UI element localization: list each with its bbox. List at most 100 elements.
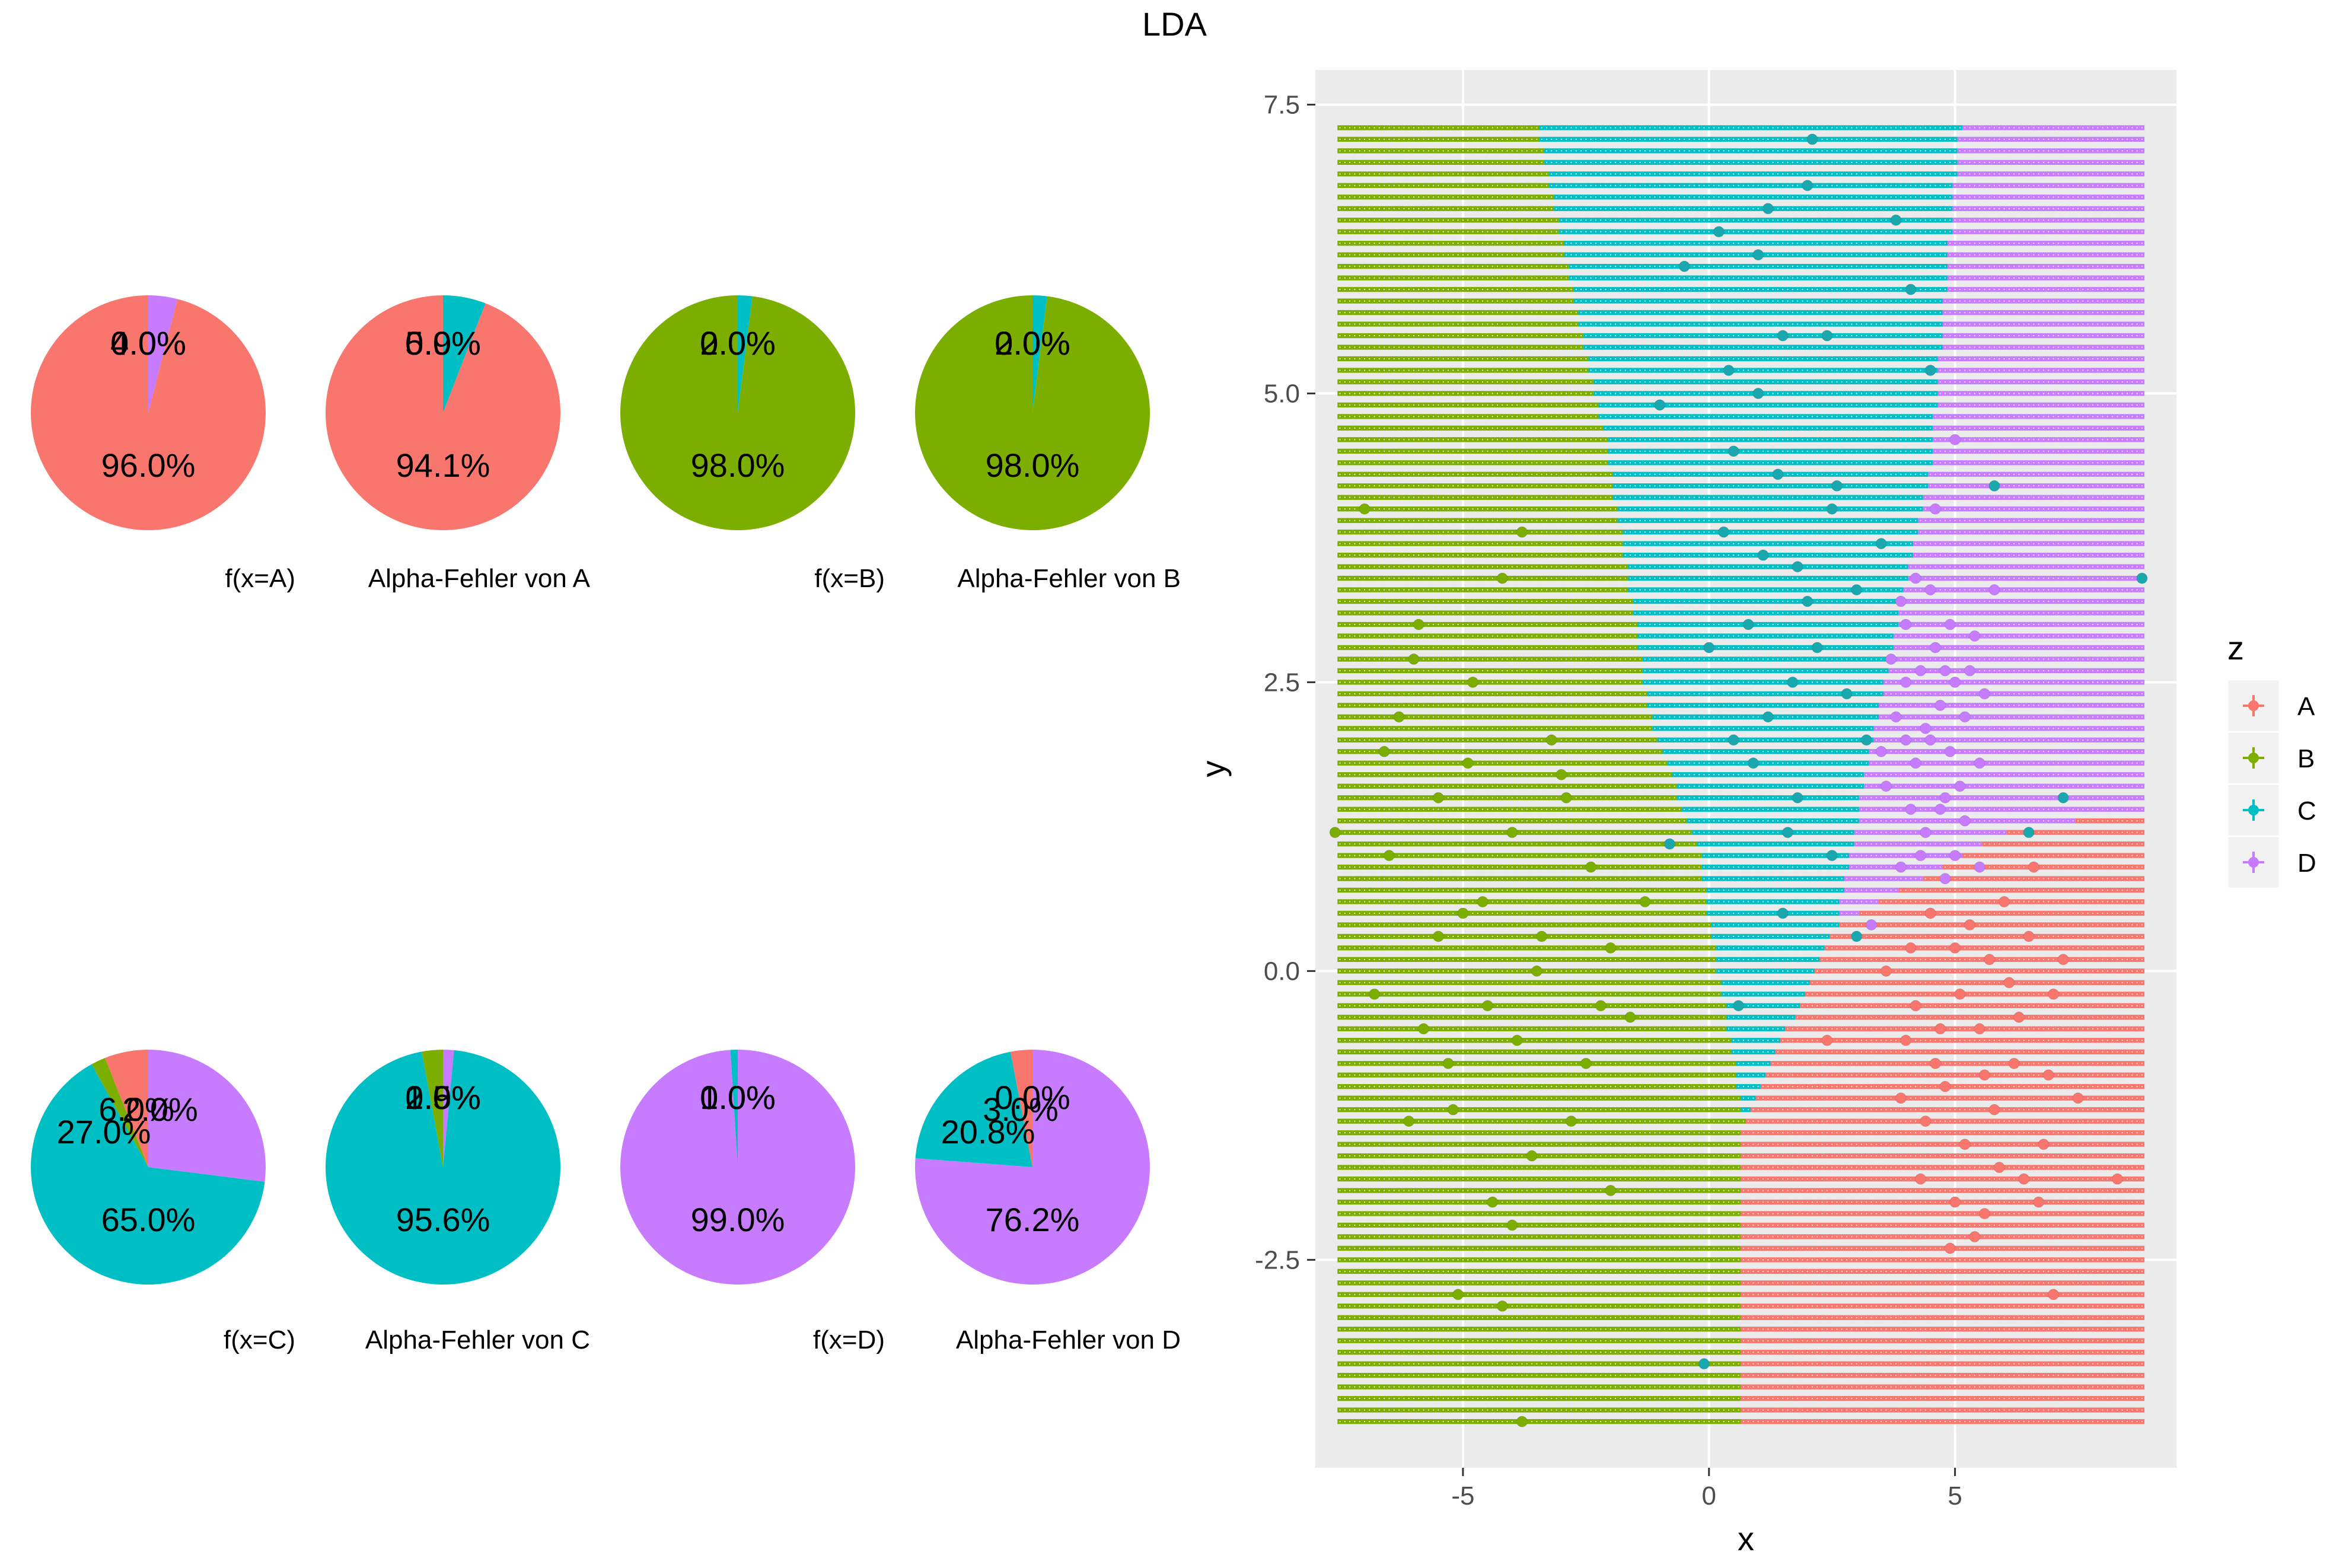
legend-key <box>2226 835 2281 890</box>
data-point-D <box>1944 745 1956 757</box>
data-point-C <box>1802 180 1813 192</box>
pie-chart: 3.0%0.0%20.8%76.2%Alpha-Fehler von D <box>915 1050 1181 1355</box>
data-point-D <box>1900 619 1912 630</box>
data-point-C <box>1777 907 1789 919</box>
data-point-A <box>2048 988 2060 1000</box>
y-tick-label: 0.0 <box>1264 957 1300 986</box>
data-point-C <box>2023 827 2035 839</box>
data-point-C <box>1752 387 1764 399</box>
legend-point-D <box>2248 857 2259 868</box>
data-point-A <box>1905 942 1917 954</box>
data-point-B <box>1359 503 1370 515</box>
data-point-D <box>1934 699 1946 711</box>
pie-chart: 0.0%2.9%95.6%1.5%Alpha-Fehler von C <box>325 1050 590 1355</box>
data-point-D <box>1969 630 1981 642</box>
data-point-D <box>1900 676 1912 688</box>
pie-chart: 0.0%98.0%2.0%0.0%Alpha-Fehler von B <box>915 295 1181 593</box>
data-point-B <box>1565 1116 1577 1127</box>
data-point-A <box>1974 1023 1985 1035</box>
data-point-A <box>2111 1173 2123 1185</box>
y-tick-label: 5.0 <box>1264 379 1300 408</box>
pie-caption: f(x=B) <box>814 564 885 593</box>
pie-caption: f(x=D) <box>813 1325 885 1355</box>
data-point-C <box>1831 480 1843 492</box>
data-point-A <box>2033 1196 2045 1208</box>
data-point-A <box>1915 1173 1927 1185</box>
data-point-A <box>1924 907 1936 919</box>
pie-label: 1.0% <box>700 1079 776 1116</box>
data-point-C <box>1742 619 1754 630</box>
legend-key <box>2226 678 2281 733</box>
data-point-D <box>1959 711 1971 723</box>
data-point-A <box>1999 896 2010 908</box>
pie-label: 99.0% <box>691 1201 785 1238</box>
data-point-A <box>2057 954 2069 965</box>
data-point-C <box>1860 734 1872 746</box>
data-point-C <box>1890 214 1902 226</box>
data-point-A <box>2018 1173 2030 1185</box>
pie-chart: 96.0%0.0%0.0%4.0%f(x=A) <box>30 295 295 593</box>
data-point-D <box>1920 827 1932 839</box>
data-point-D <box>1949 434 1961 445</box>
data-point-C <box>1752 249 1764 261</box>
data-point-C <box>1782 827 1794 839</box>
pie-label: 94.1% <box>396 447 490 484</box>
data-point-D <box>1900 734 1912 746</box>
data-point-C <box>1762 203 1774 215</box>
data-point-A <box>1993 1162 2005 1174</box>
data-point-B <box>1506 827 1518 839</box>
data-point-B <box>1605 942 1617 954</box>
data-point-D <box>1910 572 1921 584</box>
data-point-A <box>1929 1057 1941 1069</box>
data-point-A <box>1949 942 1961 954</box>
data-point-B <box>1516 1416 1528 1427</box>
data-point-D <box>1929 503 1941 515</box>
data-point-D <box>1890 711 1902 723</box>
data-point-A <box>1821 1034 1833 1046</box>
data-point-B <box>1383 850 1395 862</box>
pie-label: 1.5% <box>405 1079 481 1116</box>
legend-label: D <box>2297 849 2316 878</box>
data-point-A <box>1880 965 1892 977</box>
data-point-C <box>1875 538 1887 550</box>
x-axis-label: x <box>1738 1520 1754 1557</box>
data-point-D <box>1885 653 1897 665</box>
decision-region-grid <box>1337 125 2145 1424</box>
legend-label: B <box>2297 744 2315 773</box>
data-point-B <box>1595 1000 1607 1012</box>
x-tick-label: 5 <box>1948 1481 1962 1510</box>
data-point-B <box>1580 1057 1592 1069</box>
pie-label: 98.0% <box>691 447 785 484</box>
data-point-C <box>1777 330 1789 342</box>
data-point-B <box>1467 676 1479 688</box>
data-point-C <box>1757 549 1769 561</box>
data-point-D <box>1974 861 1985 873</box>
pie-label: 0.0% <box>995 1079 1070 1116</box>
data-point-B <box>1378 745 1390 757</box>
data-point-D <box>1880 780 1892 792</box>
data-point-A <box>2028 861 2039 873</box>
data-point-A <box>1939 1081 1951 1092</box>
y-tick-label: 2.5 <box>1264 668 1300 697</box>
pie-caption: Alpha-Fehler von B <box>957 564 1181 593</box>
data-point-D <box>1895 861 1907 873</box>
data-point-B <box>1369 988 1381 1000</box>
data-point-D <box>1949 850 1961 862</box>
data-point-B <box>1413 619 1424 630</box>
data-point-A <box>2008 1057 2020 1069</box>
data-point-D <box>1915 850 1927 862</box>
x-tick-label: -5 <box>1451 1481 1474 1510</box>
data-point-C <box>1851 930 1863 942</box>
data-point-C <box>1678 260 1690 272</box>
data-point-A <box>2003 977 2015 989</box>
data-point-C <box>1826 850 1838 862</box>
data-point-C <box>1792 561 1803 573</box>
data-point-B <box>1481 1000 1493 1012</box>
data-point-A <box>2013 1011 2025 1023</box>
data-point-C <box>1924 364 1936 376</box>
x-tick-label: 0 <box>1702 1481 1716 1510</box>
pie-chart: 0.0%0.0%1.0%99.0%f(x=D) <box>620 1050 885 1355</box>
legend-title: z <box>2227 629 2244 667</box>
data-point-A <box>1984 954 1996 965</box>
data-point-A <box>2042 1069 2054 1081</box>
